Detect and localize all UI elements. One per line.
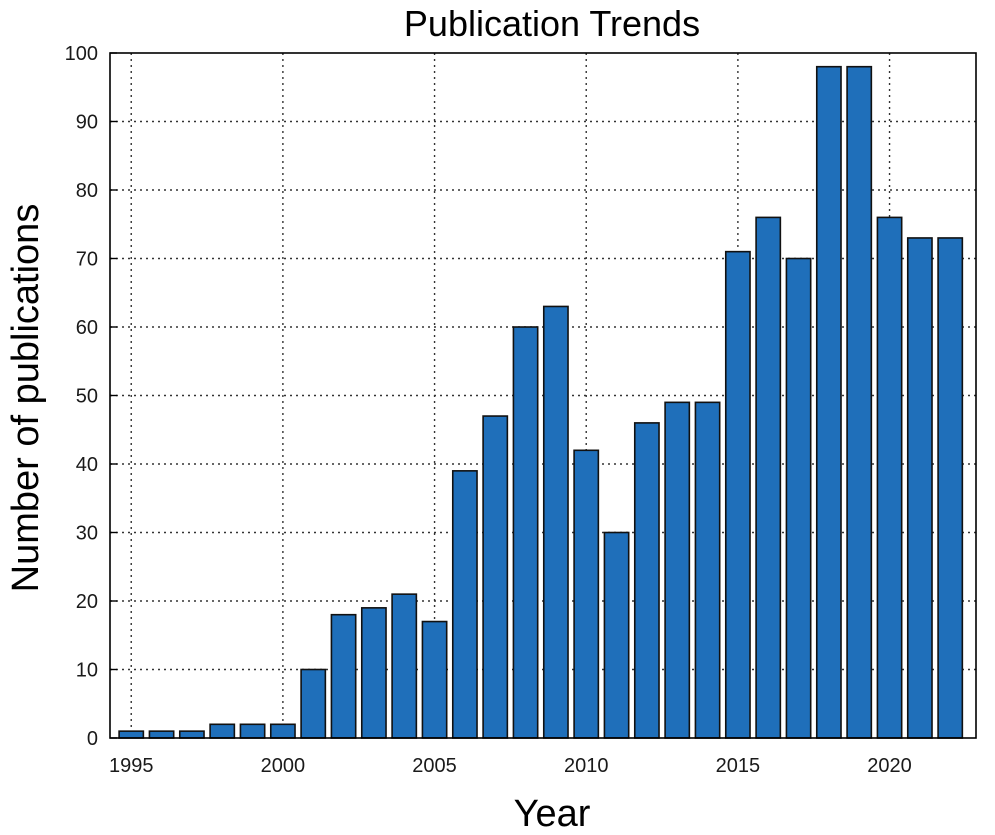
x-axis-label: Year: [514, 793, 591, 835]
x-tick-label: 2000: [261, 755, 306, 777]
y-tick-label: 0: [87, 728, 98, 750]
bar-2010: [573, 449, 600, 739]
y-tick-label: 60: [76, 317, 98, 339]
chart-title: Publication Trends: [404, 3, 700, 44]
bar-2015: [724, 250, 751, 739]
bar-2009: [542, 305, 569, 739]
tick-labels: 1995 2000 2005 2010 2015 2020 0 10 20 30 40 50 60 70 8…: [65, 43, 912, 777]
bar-2017: [785, 257, 812, 739]
y-tick-label: 90: [76, 112, 98, 134]
bar-2018: [815, 65, 842, 739]
bar-1996: [148, 730, 175, 739]
y-tick-label: 20: [76, 591, 98, 613]
x-tick-label: 1995: [109, 755, 154, 777]
x-tick-label: 2015: [716, 755, 761, 777]
y-tick-label: 70: [76, 249, 98, 271]
bar-2021: [906, 237, 933, 739]
bar-2007: [482, 415, 509, 739]
y-tick-label: 80: [76, 180, 98, 202]
bar-1998: [209, 723, 236, 739]
bar-2001: [300, 668, 327, 739]
bar-2020: [876, 216, 903, 739]
bar-2005: [421, 620, 448, 739]
bars: [118, 65, 964, 739]
x-tick-label: 2020: [867, 755, 912, 777]
bar-2016: [755, 216, 782, 739]
bar-2008: [512, 326, 539, 739]
y-axis-label: Number of publications: [5, 204, 47, 593]
y-tick-label: 40: [76, 454, 98, 476]
y-tick-label: 50: [76, 386, 98, 408]
y-tick-label: 30: [76, 523, 98, 545]
bar-2002: [330, 613, 357, 739]
bar-2004: [391, 593, 418, 739]
bar-2011: [603, 531, 630, 739]
x-tick-label: 2005: [412, 755, 457, 777]
bar-2014: [694, 401, 721, 739]
bar-2006: [451, 470, 478, 739]
x-tick-label: 2010: [564, 755, 609, 777]
bar-1995: [118, 730, 145, 739]
y-tick-label: 100: [65, 43, 98, 65]
bar-2000: [269, 723, 296, 739]
bar-1997: [178, 730, 205, 739]
bar-2019: [846, 65, 873, 739]
plot-frame: [109, 52, 977, 739]
bar-2013: [664, 401, 691, 739]
bar-2012: [633, 422, 660, 739]
bar-2022: [937, 237, 964, 739]
bar-1999: [239, 723, 266, 739]
bar-2003: [360, 607, 387, 739]
y-tick-label: 10: [76, 660, 98, 682]
